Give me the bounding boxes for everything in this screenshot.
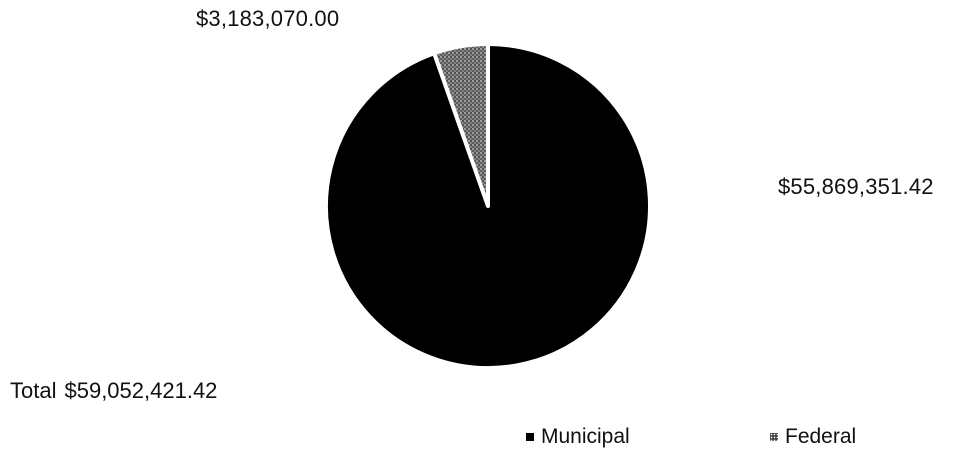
legend-item-municipal: Municipal — [526, 425, 630, 449]
legend-label-municipal: Municipal — [541, 425, 630, 449]
legend-swatch-federal — [770, 433, 778, 441]
total-value: $59,052,421.42 — [64, 378, 217, 403]
legend-item-federal: Federal — [770, 425, 856, 449]
total-line: Total $59,052,421.42 — [10, 378, 217, 404]
legend-label-federal: Federal — [785, 425, 856, 449]
total-label: Total — [10, 378, 56, 403]
legend-swatch-municipal — [526, 433, 534, 441]
municipal-value-label: $55,869,351.42 — [778, 174, 934, 200]
federal-value-label: $3,183,070.00 — [196, 6, 339, 32]
